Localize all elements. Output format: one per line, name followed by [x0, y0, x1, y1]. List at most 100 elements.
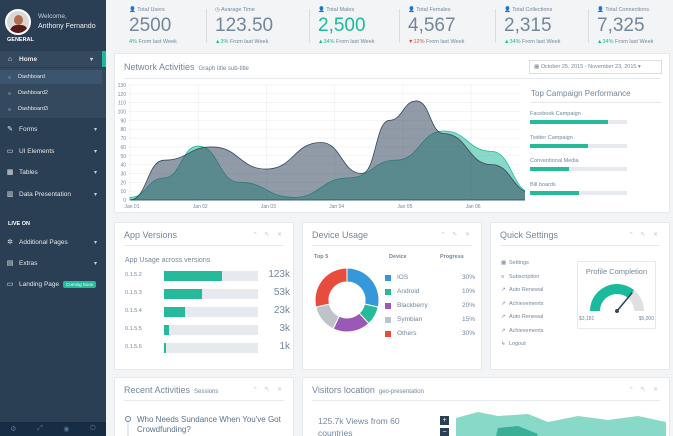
progress-track: [164, 271, 258, 281]
sidebar-item-label: Extras: [19, 259, 38, 267]
panel-tools[interactable]: ^ ✎ ✕: [253, 232, 285, 238]
power-icon[interactable]: ⏻: [90, 425, 96, 432]
user-name[interactable]: Anthony Fernando: [38, 23, 96, 30]
campaign-title: Top Campaign Performance: [531, 89, 631, 98]
map-zoom-out-button[interactable]: −: [440, 428, 449, 436]
quick-settings-panel: Quick Settings ^ ✎ ✕ Profile Completion …: [490, 222, 670, 370]
device-name: Blackberry: [397, 302, 428, 309]
version-count: 23k: [273, 305, 290, 316]
chevron-down-icon: ▾: [93, 148, 97, 155]
panel-tools[interactable]: ^ ✎ ✕: [629, 387, 661, 393]
sidebar-item-ui-elements[interactable]: ▭ UI Elements ▾: [0, 143, 106, 159]
panel-title-text: Visitors location: [312, 385, 375, 395]
sidebar-subitem-dashboard3[interactable]: Dashboard3: [0, 102, 102, 116]
quick-setting-achievements[interactable]: ↗ Achievements: [501, 328, 544, 334]
quick-setting-subscription[interactable]: ≡ Subscription: [501, 274, 539, 280]
sidebar-item-extras[interactable]: ▤ Extras ▾: [0, 255, 106, 271]
app-usage-subtitle: App Usage across versions: [125, 257, 211, 264]
panel-title-text: Network Activities: [124, 62, 195, 72]
visitors-location-panel: Visitors location geo-presentation ^ ✎ ✕ …: [302, 377, 670, 436]
device-row: Blackberry 20%: [385, 302, 475, 312]
panel-tools[interactable]: ^ ✎ ✕: [629, 232, 661, 238]
sidebar-subitem-dashboard2[interactable]: Dashboard2: [0, 86, 102, 100]
tile-change: ▲3% From last Week: [215, 39, 268, 45]
sidebar-item-data-presentation[interactable]: ▥ Data Presentation ▾: [0, 186, 106, 202]
campaign-track: [530, 120, 627, 124]
sidebar-subitem-dashboard[interactable]: Dashboard: [0, 70, 102, 84]
quick-setting-label: Subscription: [509, 273, 540, 280]
sidebar-item-landing-page[interactable]: ▭ Landing Page Coming Soon: [0, 276, 106, 292]
avatar[interactable]: [5, 9, 31, 35]
device-row: Symbian 15%: [385, 316, 475, 326]
calendar-icon: ▦: [501, 260, 507, 266]
device-pct: 30%: [461, 330, 475, 337]
device-color-swatch: [385, 331, 391, 337]
quick-setting-label: Auto Renewal: [509, 287, 544, 293]
panel-title-text: Recent Activities: [124, 385, 191, 395]
profile-completion-title: Profile Completion: [585, 267, 648, 276]
home-submenu: Dashboard Dashboard2 Dashboard3: [0, 68, 106, 118]
arrow-up-icon: ▲: [597, 39, 603, 45]
sidebar-item-home[interactable]: ⌂ Home ▾: [0, 51, 106, 67]
tile-change: 4% From last Week: [129, 39, 177, 45]
tile-title: 👤 Total Collections: [504, 7, 552, 13]
donut-slice: [314, 267, 348, 308]
gauge-track: [627, 290, 644, 311]
panel-subtitle: geo-presentation: [378, 389, 424, 395]
sidebar-item-tables[interactable]: ▦ Tables ▾: [0, 164, 106, 180]
device-pct: 10%: [461, 288, 475, 295]
sidebar-item-additional-pages[interactable]: ✲ Additional Pages ▾: [0, 234, 106, 250]
world-map[interactable]: [438, 408, 668, 436]
tile-title: ◷ Avarage Time: [215, 7, 255, 13]
change-pct: 3%: [220, 39, 229, 45]
sidebar-item-label: UI Elements: [19, 147, 55, 155]
tile-divider: [588, 9, 589, 43]
progress-track: [164, 343, 258, 353]
col-device: Device: [389, 254, 407, 260]
panel-divider: [500, 245, 660, 246]
panel-divider: [312, 400, 660, 401]
tile-divider: [309, 9, 310, 43]
sidebar-item-label: Data Presentation: [19, 190, 72, 198]
device-name: Android: [397, 288, 420, 295]
fullscreen-icon[interactable]: ⤢: [37, 425, 43, 432]
change-text: From last Week: [336, 39, 375, 45]
quick-setting-logout[interactable]: ↳ Logout: [501, 341, 526, 347]
settings-icon[interactable]: ⚙: [10, 426, 17, 433]
campaign-fill: [530, 120, 608, 124]
tile-title-text: Total Users: [137, 7, 165, 13]
campaign-label: Bill boards: [530, 182, 556, 188]
tile-average-time: ◷ Avarage Time 123.50 ▲3% From last Week: [206, 5, 300, 45]
quick-setting-auto-renewal[interactable]: ↗ Auto Renewal: [501, 287, 543, 293]
panel-tools[interactable]: ^ ✎ ✕: [253, 387, 285, 393]
sidebar-item-forms[interactable]: ✎ Forms ▾: [0, 121, 106, 137]
map-zoom-in-button[interactable]: +: [440, 416, 449, 425]
panel-divider: [124, 245, 284, 246]
arrow-up-icon: ▲: [318, 39, 324, 45]
date-range-picker[interactable]: ▦ October 25, 2015 - November 23, 2015 ▾: [529, 60, 662, 74]
eye-slash-icon[interactable]: ◉: [63, 426, 70, 433]
subitem-label: Dashboard3: [18, 106, 48, 112]
panel-tools[interactable]: ^ ✎ ✕: [441, 232, 473, 238]
activity-item-title[interactable]: Who Needs Sundance When You've Got Crowd…: [137, 415, 281, 434]
campaign-conventional: Conventional Media: [530, 158, 665, 171]
campaign-facebook: Facebook Campaign: [530, 111, 665, 124]
y-tick-label: 80: [120, 127, 126, 133]
sidebar: Welcome, Anthony Fernando GENERAL ⌂ Home…: [0, 0, 106, 436]
device-color-swatch: [385, 275, 391, 281]
quick-setting-settings[interactable]: ▦ Settings: [501, 260, 529, 266]
quick-setting-auto-renewal[interactable]: ↗ Auto Renewal: [501, 314, 543, 320]
user-icon: 👤: [597, 7, 604, 13]
quick-setting-achievements[interactable]: ↗ Achievements: [501, 301, 544, 307]
quick-setting-label: Logout: [509, 341, 526, 347]
tile-total-males: 👤 Total Males 2,500 ▲34% From last Week: [309, 5, 403, 45]
panel-title: Device Usage: [312, 230, 369, 240]
device-color-swatch: [385, 303, 391, 309]
bug-icon: ✲: [7, 239, 13, 246]
tile-value: 123.50: [215, 15, 274, 36]
tile-value: 2500: [129, 15, 172, 36]
timeline-dot: [125, 416, 131, 422]
y-tick-label: 50: [120, 154, 126, 160]
tile-total-users: 👤 Total Users 2500 4% From last Week: [120, 5, 214, 45]
chevron-down-icon: ▾: [89, 56, 93, 63]
